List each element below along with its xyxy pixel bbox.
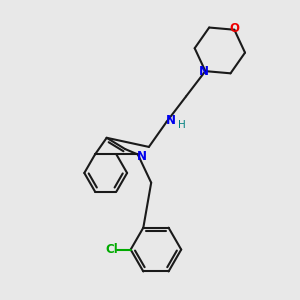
Text: N: N bbox=[199, 64, 209, 78]
Text: N: N bbox=[166, 114, 176, 127]
Text: Cl: Cl bbox=[106, 243, 118, 256]
Text: H: H bbox=[178, 120, 186, 130]
Text: O: O bbox=[229, 22, 239, 35]
Text: N: N bbox=[137, 150, 147, 163]
